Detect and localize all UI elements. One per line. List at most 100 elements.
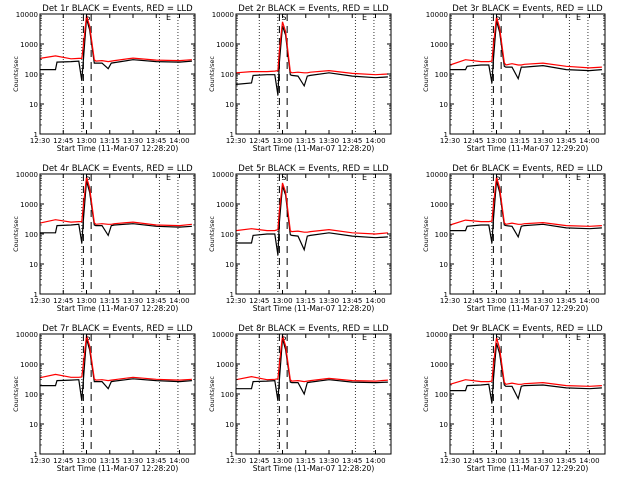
series-line-events: [40, 180, 192, 244]
x-tick-label: 14:00: [169, 297, 189, 305]
x-tick-label: 13:45: [556, 297, 576, 305]
x-tick-label: 13:00: [486, 137, 506, 145]
x-tick-label: 12:30: [440, 297, 460, 305]
flag-label: E: [576, 333, 581, 342]
flag-label: S: [281, 13, 286, 22]
y-tick-label: 10: [225, 421, 234, 429]
x-tick-label: 13:30: [123, 137, 143, 145]
x-axis-label: Start Time (11-Mar-07 12:28:20): [57, 464, 179, 473]
x-tick-label: 13:15: [100, 457, 120, 465]
x-tick-label: 13:00: [76, 457, 96, 465]
y-tick-label: 10: [29, 261, 38, 269]
y-tick-label: 1: [230, 131, 234, 139]
flag-label: S: [281, 333, 286, 342]
y-tick-label: 10: [439, 261, 448, 269]
x-tick-label: 13:45: [146, 137, 166, 145]
y-tick-label: 10: [225, 101, 234, 109]
x-tick-label: 13:45: [342, 297, 362, 305]
y-tick-label: 10000: [212, 331, 234, 339]
y-tick-label: 1000: [216, 201, 234, 209]
chart-title: Det 3r BLACK = Events, RED = LLD: [452, 4, 603, 14]
x-tick-label: 14:00: [579, 457, 599, 465]
x-tick-label: 13:30: [123, 297, 143, 305]
x-tick-label: 13:00: [272, 137, 292, 145]
y-axis-label: Counts/sec: [422, 376, 430, 412]
y-axis-label: Counts/sec: [12, 216, 20, 252]
x-axis-label: Start Time (11-Mar-07 12:28:20): [253, 144, 375, 153]
flag-label: S: [495, 173, 500, 182]
x-tick-label: 13:45: [556, 457, 576, 465]
series-line-lld: [235, 182, 388, 235]
series-line-lld: [449, 16, 602, 69]
x-tick-label: 12:45: [53, 457, 73, 465]
x-tick-label: 13:15: [510, 297, 530, 305]
x-tick-label: 13:30: [319, 137, 339, 145]
flag-label: E: [362, 173, 367, 182]
x-tick-label: 13:15: [100, 297, 120, 305]
x-tick-label: 13:00: [272, 297, 292, 305]
x-tick-label: 12:45: [53, 297, 73, 305]
series-line-lld: [235, 335, 388, 383]
series-line-lld: [39, 176, 192, 227]
series-line-events: [450, 180, 602, 244]
y-tick-label: 1: [444, 291, 448, 299]
y-tick-label: 10: [439, 421, 448, 429]
y-tick-label: 1: [34, 131, 38, 139]
x-tick-label: 13:45: [342, 457, 362, 465]
x-axis-label: Start Time (11-Mar-07 12:28:20): [253, 304, 375, 313]
flag-label: S: [495, 13, 500, 22]
x-tick-label: 13:00: [76, 137, 96, 145]
x-tick-label: 12:30: [226, 297, 246, 305]
y-axis-label: Counts/sec: [208, 376, 216, 412]
x-tick-label: 13:15: [296, 457, 316, 465]
y-tick-label: 100: [435, 231, 448, 239]
series-line-events: [450, 342, 602, 404]
y-tick-label: 100: [435, 391, 448, 399]
x-tick-label: 12:45: [53, 137, 73, 145]
x-tick-label: 14:00: [169, 457, 189, 465]
x-tick-label: 13:30: [319, 297, 339, 305]
y-tick-label: 1000: [430, 361, 448, 369]
x-tick-label: 13:15: [510, 137, 530, 145]
x-tick-label: 13:00: [272, 457, 292, 465]
y-tick-label: 10: [225, 261, 234, 269]
y-tick-label: 10000: [426, 171, 448, 179]
y-tick-label: 10000: [212, 11, 234, 19]
y-tick-label: 10: [29, 101, 38, 109]
x-tick-label: 14:00: [579, 297, 599, 305]
x-tick-label: 13:00: [76, 297, 96, 305]
y-axis-label: Counts/sec: [12, 376, 20, 412]
y-tick-label: 1: [444, 131, 448, 139]
x-tick-label: 14:00: [365, 457, 385, 465]
x-tick-label: 12:30: [30, 457, 50, 465]
x-tick-label: 14:00: [169, 137, 189, 145]
x-tick-label: 12:45: [249, 137, 269, 145]
flag-label: S: [85, 13, 90, 22]
series-line-lld: [235, 21, 388, 76]
y-tick-label: 100: [221, 391, 234, 399]
y-tick-label: 1000: [20, 361, 38, 369]
chart-title: Det 7r BLACK = Events, RED = LLD: [42, 324, 193, 334]
series-line-lld: [449, 337, 602, 387]
x-tick-label: 14:00: [365, 137, 385, 145]
x-tick-label: 12:30: [226, 137, 246, 145]
y-tick-label: 1000: [430, 41, 448, 49]
series-line-events: [40, 18, 192, 81]
series-line-lld: [39, 335, 192, 382]
series-line-events: [236, 185, 388, 256]
flag-label: S: [85, 333, 90, 342]
chart-title: Det 6r BLACK = Events, RED = LLD: [452, 164, 603, 174]
series-line-events: [235, 25, 388, 96]
series-line-lld: [449, 176, 602, 227]
y-tick-label: 1000: [216, 41, 234, 49]
y-tick-label: 10000: [426, 331, 448, 339]
x-tick-label: 12:30: [30, 297, 50, 305]
